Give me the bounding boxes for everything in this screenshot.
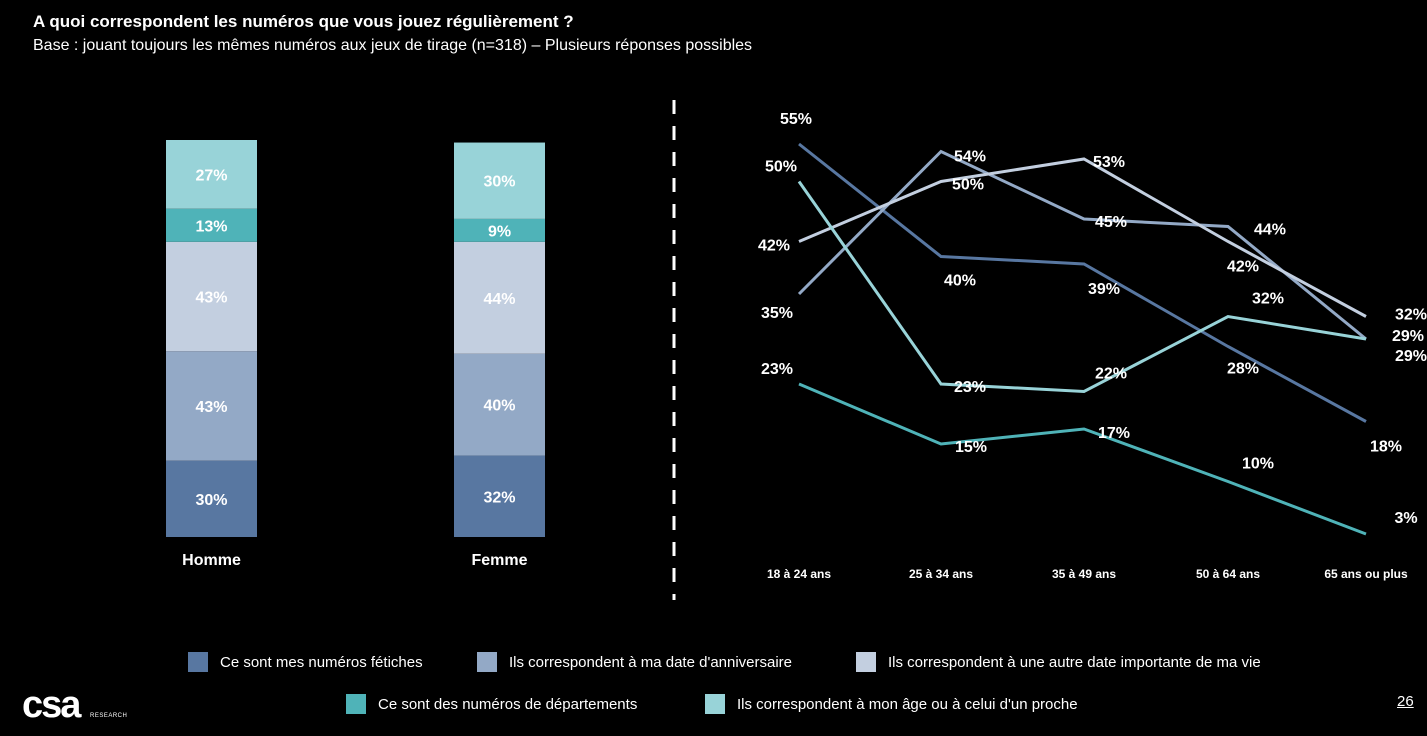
bar-segment [166,208,257,242]
line-value-label: 17% [1098,425,1130,442]
bar-segment [166,140,257,209]
x-tick-label: 35 à 49 ans [1052,567,1116,581]
series-line [798,142,1367,423]
legend-swatch [346,694,366,714]
line-value-label: 29% [1392,328,1424,345]
series-line [797,180,1367,394]
bar-segment [166,351,257,461]
bar-segment [454,142,545,219]
bar-segment [166,460,257,537]
legend-item-autre-date: Ils correspondent à une autre date impor… [856,652,1261,672]
line-value-label: 18% [1370,439,1402,456]
x-tick-label: 25 à 34 ans [909,567,973,581]
legend-swatch [856,652,876,672]
bar-value-label: 30% [483,174,515,191]
line-value-label: 45% [1095,214,1127,231]
line-value-label: 39% [1088,281,1120,298]
csa-logo: csa RESEARCH [22,684,127,726]
line-value-label: 44% [1254,222,1286,239]
line-value-label: 23% [761,361,793,378]
bar-value-label: 44% [483,291,515,308]
x-tick-label: 18 à 24 ans [767,567,831,581]
legend-label: Ils correspondent à ma date d'anniversai… [509,653,793,671]
legend-item-anniversaire: Ils correspondent à ma date d'anniversai… [477,652,792,672]
line-value-label: 53% [1093,154,1125,171]
bar-value-label: 40% [483,398,515,415]
line-value-label: 54% [954,149,986,166]
bar-value-label: 30% [195,492,227,509]
stacked-bar-chart: 30% 43% 43% 13% 27% Homme 32% 40% 44% 9% 30% Femme [166,140,545,569]
line-chart: 55% 40% 39% 28% 18% 35% 54% 45% 44% 29% 42% 50% 53% 4… [758,111,1427,581]
bar-value-label: 43% [195,399,227,416]
bar-category-label: Femme [471,552,527,569]
line-value-label: 32% [1252,291,1284,308]
line-value-label: 10% [1242,456,1274,473]
line-value-label: 29% [1395,348,1427,365]
bar-segment [454,455,545,537]
legend-item-age: Ils correspondent à mon âge ou à celui d… [705,694,1078,714]
x-tick-label: 65 ans ou plus [1324,567,1408,581]
bar-segment [454,353,545,456]
line-value-label: 55% [780,111,812,128]
line-value-label: 22% [1095,366,1127,383]
line-value-label: 28% [1227,361,1259,378]
x-tick-label: 50 à 64 ans [1196,567,1260,581]
legend-label: Ce sont des numéros de départements [378,695,638,713]
bar-value-label: 9% [488,223,511,240]
legend-label: Ce sont mes numéros fétiches [220,653,423,671]
legend-item-departements: Ce sont des numéros de départements [346,694,637,714]
line-value-label: 35% [761,305,793,322]
line-value-label: 42% [1227,259,1259,276]
line-value-label: 3% [1394,510,1417,527]
bar-value-label: 43% [195,290,227,307]
chart-title: A quoi correspondent les numéros que vou… [33,12,574,31]
line-value-label: 40% [944,273,976,290]
logo-text: csa [22,684,81,726]
line-value-label: 32% [1395,307,1427,324]
series-line [798,382,1367,536]
logo-subtext: RESEARCH [90,713,128,719]
bar-segment [454,218,545,242]
line-value-label: 50% [765,159,797,176]
legend-item-fetiches: Ce sont mes numéros fétiches [188,652,423,672]
line-value-label: 42% [758,238,790,255]
chart-subtitle: Base : jouant toujours les mêmes numéros… [33,37,753,54]
bar-segment [454,241,545,354]
series-line [798,157,1367,318]
legend-swatch [705,694,725,714]
legend-label: Ils correspondent à mon âge ou à celui d… [737,695,1078,713]
legend-swatch [477,652,497,672]
line-value-label: 50% [952,177,984,194]
page-number: 26 [1397,693,1414,710]
series-line [797,149,1367,341]
bar-value-label: 32% [483,489,515,506]
legend-swatch [188,652,208,672]
bar-segment [166,241,257,352]
line-value-label: 15% [955,439,987,456]
legend-label: Ils correspondent à une autre date impor… [888,653,1261,671]
bar-category-label: Homme [182,552,241,569]
line-value-label: 23% [954,379,986,396]
bar-value-label: 13% [195,218,227,235]
bar-value-label: 27% [195,167,227,184]
